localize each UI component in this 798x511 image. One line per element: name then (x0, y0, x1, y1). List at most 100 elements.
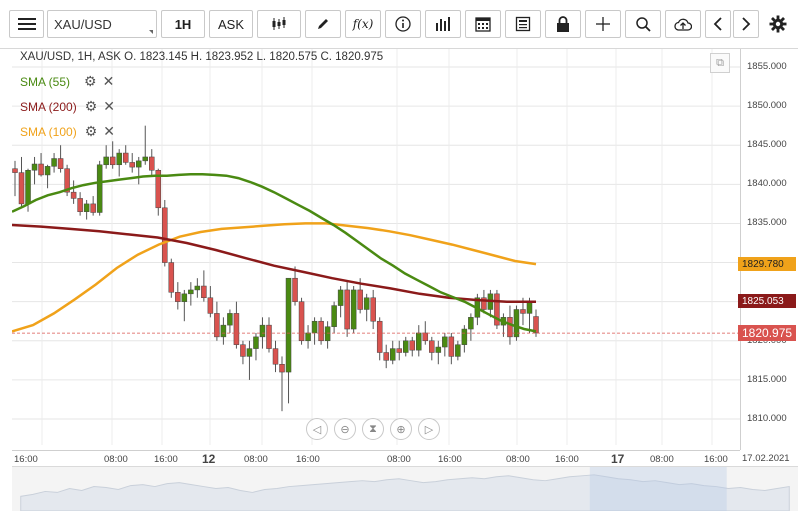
sma-legend-55: SMA (55) ⚙ ✕ (20, 73, 114, 90)
info-button[interactable] (385, 10, 421, 38)
candle-body (188, 289, 194, 295)
pan-right-button[interactable]: ▷ (418, 418, 440, 440)
candle-body (214, 313, 220, 338)
candle-body (324, 326, 331, 342)
lock-button[interactable] (545, 10, 581, 38)
maximize-icon[interactable]: ⧉ (710, 53, 730, 73)
candle-body (25, 170, 31, 205)
price-chart[interactable] (12, 49, 740, 445)
candle-body (12, 168, 18, 173)
navigator-strip[interactable] (12, 466, 798, 511)
navigator-area (20, 474, 790, 511)
price-marker-tag: 1825.053 (738, 294, 796, 309)
toolbar: XAU/USD 1H ASK f(x) (0, 0, 798, 49)
price-type-button[interactable]: ASK (209, 10, 253, 38)
symbol-selector[interactable]: XAU/USD (47, 10, 157, 38)
candle-body (259, 324, 266, 338)
candle-body (305, 332, 311, 342)
gear-icon[interactable]: ⚙ (84, 123, 98, 139)
drawing-tools-button[interactable] (305, 10, 341, 38)
candle-body (31, 163, 38, 171)
candle-body (285, 277, 292, 373)
volume-button[interactable] (425, 10, 461, 38)
candle-body (409, 340, 416, 351)
gear-icon[interactable]: ⚙ (84, 73, 97, 89)
time-tick-label: 16:00 (154, 454, 178, 465)
candle-body (240, 344, 246, 357)
candle-body (389, 348, 396, 361)
time-tick-label: 16:00 (555, 454, 579, 465)
upload-button[interactable] (665, 10, 701, 38)
candle-body (142, 156, 148, 162)
menu-button[interactable] (9, 10, 44, 38)
candle-body (135, 160, 142, 168)
zoom-out-button[interactable]: ⊖ (334, 418, 356, 440)
candle-body (194, 285, 201, 291)
hamburger-icon (17, 18, 36, 30)
candle-body (18, 172, 25, 205)
candle-body (357, 289, 363, 310)
candle-body (201, 285, 207, 299)
candle-body (376, 320, 383, 353)
reset-zoom-button[interactable]: ⧗ (362, 418, 384, 440)
navigator-window[interactable] (589, 467, 727, 511)
bar-chart-icon (436, 17, 450, 31)
candle-body (298, 301, 305, 342)
candle-body (448, 336, 455, 357)
candle-body (109, 156, 116, 166)
time-tick-label: 12 (202, 452, 216, 466)
candle-body (77, 198, 83, 212)
crosshair-button[interactable] (585, 10, 621, 38)
close-icon[interactable]: ✕ (103, 123, 115, 139)
magnifier-icon (636, 17, 651, 32)
price-tick-label: 1840.000 (747, 178, 787, 190)
scroll-right-button[interactable] (733, 10, 759, 38)
time-tick-label: 16:00 (704, 454, 728, 465)
price-tick-label: 1850.000 (747, 100, 787, 112)
candle-body (70, 191, 77, 199)
close-icon[interactable]: ✕ (102, 73, 115, 89)
price-tick-label: 1835.000 (747, 217, 787, 229)
time-tick-label: 17 (611, 452, 625, 466)
news-button[interactable] (505, 10, 541, 38)
chevron-left-icon (713, 17, 722, 31)
candle-body (227, 313, 233, 326)
dropdown-corner-icon (149, 30, 153, 34)
info-icon (395, 16, 411, 32)
pan-left-button[interactable]: ◁ (306, 418, 328, 440)
candlestick-icon (272, 17, 286, 30)
lock-icon (557, 16, 569, 32)
gear-icon[interactable]: ⚙ (84, 98, 98, 114)
candle-body (494, 293, 500, 326)
candle-body (96, 164, 103, 213)
candle-body (129, 162, 135, 168)
time-tick-label: 16:00 (438, 454, 462, 465)
calendar-button[interactable] (465, 10, 501, 38)
candle-body (422, 332, 429, 342)
scroll-left-button[interactable] (705, 10, 731, 38)
close-icon[interactable]: ✕ (103, 98, 115, 114)
candle-body (246, 348, 253, 357)
candle-body (253, 336, 259, 349)
time-axis[interactable]: 16:00 08:00 16:00 12 08:00 16:00 08:00 16:00 08:… (12, 450, 740, 470)
candle-body (272, 348, 279, 365)
timeframe-button[interactable]: 1H (161, 10, 205, 38)
candle-body (442, 336, 448, 348)
candle-body (370, 297, 376, 322)
candle-body (233, 313, 240, 345)
candle-body (461, 328, 468, 345)
indicators-button[interactable]: f(x) (345, 10, 381, 38)
candle-body (533, 316, 539, 334)
candle-body (344, 289, 350, 330)
price-axis[interactable]: 1855.000 1850.000 1845.000 1840.000 1835.000… (738, 49, 798, 450)
zoom-in-button[interactable]: ⊕ (390, 418, 412, 440)
candle-body (292, 277, 298, 302)
chart-type-button[interactable] (257, 10, 301, 38)
zoom-button[interactable] (625, 10, 661, 38)
settings-button[interactable] (764, 10, 792, 38)
sma-label: SMA (55) (20, 74, 71, 89)
sma-legend-200: SMA (200) ⚙ ✕ (20, 98, 115, 115)
candle-body (57, 158, 64, 169)
candle-body (481, 297, 487, 310)
gear-icon (769, 15, 787, 33)
